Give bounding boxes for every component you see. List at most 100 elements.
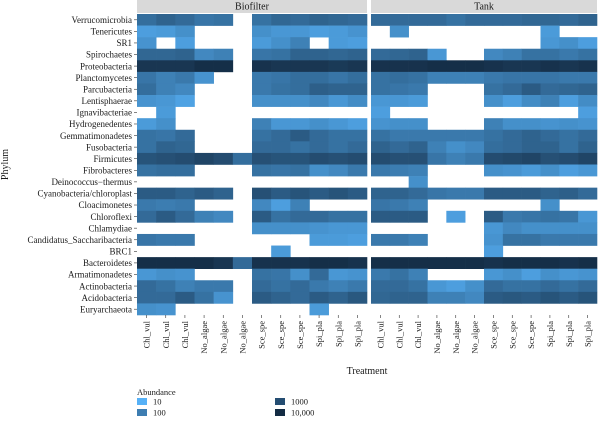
heatmap-cell [347, 280, 368, 293]
heatmap-cell [175, 199, 195, 212]
heatmap-cell [408, 210, 428, 223]
heatmap-cell [309, 257, 329, 269]
heatmap-cell [371, 280, 391, 293]
x-tick-label: Spi_pla [583, 321, 593, 347]
heatmap-cell [328, 60, 349, 73]
heatmap-cell [465, 60, 485, 73]
heatmap-cell [408, 95, 428, 107]
heatmap-cell [347, 71, 368, 84]
x-tick-label: Spi_pla [564, 321, 574, 347]
heatmap-cell [290, 291, 310, 304]
heatmap-cell [521, 210, 541, 223]
heatmap-cell [328, 129, 349, 142]
heatmap-cell [347, 164, 368, 177]
heatmap-cell [502, 141, 522, 154]
heatmap-cell [484, 95, 504, 107]
heatmap-cell [559, 210, 579, 223]
heatmap-cell [540, 222, 560, 235]
heatmap-cell [465, 257, 485, 269]
heatmap-cell [465, 280, 485, 293]
heatmap-cell [309, 210, 329, 223]
legend-label: 1000 [291, 397, 308, 407]
heatmap-cell [559, 95, 579, 107]
heatmap-cell [371, 129, 391, 142]
heatmap-cell [502, 187, 522, 200]
heatmap-cell [194, 291, 214, 304]
heatmap-cell [252, 83, 272, 96]
legend-label: 100 [153, 408, 166, 418]
heatmap-cell [371, 152, 391, 165]
y-tick-label: Spirochaetes [86, 50, 132, 60]
heatmap-cell [309, 233, 329, 246]
heatmap-cell [578, 129, 598, 142]
heatmap-cell [347, 187, 368, 200]
heatmap-cell [389, 25, 409, 38]
heatmap-cell [408, 152, 428, 165]
heatmap-cell [427, 48, 447, 61]
heatmap-cell [290, 257, 310, 269]
heatmap-cell [578, 164, 598, 177]
heatmap-cell [137, 199, 157, 212]
heatmap-cell [194, 152, 214, 165]
heatmap-cell [175, 83, 195, 96]
heatmap-cell [137, 14, 157, 26]
heatmap-cell [252, 164, 272, 177]
heatmap-cell [371, 164, 391, 177]
heatmap-cell [156, 106, 176, 119]
heatmap-cell [540, 60, 560, 73]
heatmap-cell [389, 164, 409, 177]
heatmap-cell [371, 60, 391, 73]
heatmap-cell [156, 129, 176, 142]
x-tick-label: Sce_spe [295, 321, 305, 349]
heatmap-cell [328, 141, 349, 154]
heatmap-cell [484, 257, 504, 269]
heatmap-cell [137, 164, 157, 177]
heatmap-cell [328, 257, 349, 269]
heatmap-cell [408, 291, 428, 304]
heatmap-cell [371, 71, 391, 84]
legend-swatch [275, 398, 285, 405]
heatmap-cell [290, 187, 310, 200]
heatmap-cell [559, 37, 579, 50]
heatmap-cell [137, 141, 157, 154]
heatmap-cell [309, 141, 329, 154]
heatmap-cell [271, 129, 291, 142]
heatmap-cell [540, 48, 560, 61]
heatmap-cell [252, 118, 272, 131]
heatmap-cell [540, 95, 560, 107]
heatmap-cell [427, 291, 447, 304]
y-tick-label: Gemmatimonadetes [60, 131, 132, 141]
heatmap-cell [252, 71, 272, 84]
x-tick-label: No_algae [218, 321, 228, 354]
heatmap-cell [427, 152, 447, 165]
heatmap-cell [271, 199, 291, 212]
y-tick-label: Cyanobacteria/chloroplast [38, 189, 133, 199]
heatmap-cell [540, 118, 560, 131]
heatmap-cell [578, 257, 598, 269]
heatmap-cell [328, 118, 349, 131]
y-tick-label: SR1 [116, 38, 132, 48]
y-tick-label: Tenericutes [91, 27, 133, 37]
heatmap-cell [137, 37, 157, 50]
heatmap-cell [540, 187, 560, 200]
heatmap-cell [540, 71, 560, 84]
heatmap-cell [484, 164, 504, 177]
heatmap-cell [175, 257, 195, 269]
facet-strip-biofilter [137, 0, 367, 13]
heatmap-cell [290, 199, 310, 212]
x-tick-label: No_algae [470, 321, 480, 354]
heatmap-cell [309, 118, 329, 131]
heatmap-cell [484, 83, 504, 96]
heatmap-cell [328, 291, 349, 304]
heatmap-cell [194, 187, 214, 200]
heatmap-cell [328, 25, 349, 38]
heatmap-cell [389, 210, 409, 223]
heatmap-cell [271, 141, 291, 154]
heatmap-cell [290, 210, 310, 223]
heatmap-cell [578, 141, 598, 154]
heatmap-cell [389, 14, 409, 26]
heatmap-cell [213, 280, 234, 293]
heatmap-cell [559, 129, 579, 142]
heatmap-cell [484, 141, 504, 154]
heatmap-cell [156, 71, 176, 84]
